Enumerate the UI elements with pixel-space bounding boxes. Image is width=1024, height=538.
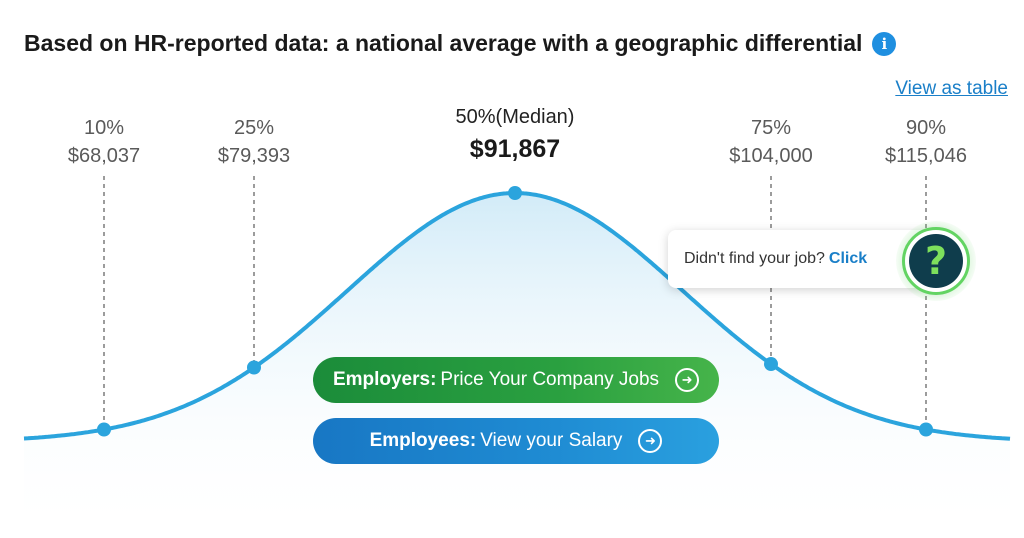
percentile-label: 50%(Median) $91,867 <box>456 103 575 167</box>
arrow-right-circle-icon: ➜ <box>638 429 663 453</box>
percentile-marker[interactable] <box>764 357 778 372</box>
percentile-marker[interactable] <box>247 360 261 375</box>
percentile-marker[interactable] <box>508 186 522 200</box>
percentile-marker[interactable] <box>97 422 111 437</box>
percentile-label: 10% $68,037 <box>68 114 140 170</box>
percentile-name: 25% <box>233 117 275 139</box>
question-icon: ? <box>909 234 963 288</box>
percentile-value: $91,867 <box>469 135 561 163</box>
click-link[interactable]: Click <box>828 250 868 267</box>
job-not-found-bubble[interactable]: Didn't find your job? Click <box>668 230 948 288</box>
chart-title-text: Based on HR-reported data: a national av… <box>24 30 863 56</box>
percentile-value: $68,037 <box>67 145 141 167</box>
arrow-right-circle-icon: ➜ <box>675 368 700 392</box>
employers-price-jobs-button[interactable]: Employers: Price Your Company Jobs ➜ <box>313 357 719 403</box>
percentile-marker[interactable] <box>919 422 933 437</box>
info-icon[interactable]: i <box>872 31 897 56</box>
job-not-found-text: Didn't find your job? <box>684 250 825 267</box>
percentile-name: 10% <box>83 117 125 139</box>
employers-label: Employers: <box>332 369 437 390</box>
percentile-name: 90% <box>905 117 947 139</box>
employees-text: View your Salary <box>480 430 623 451</box>
percentile-name: 75% <box>750 117 792 139</box>
percentile-label: 90% $115,046 <box>885 114 967 170</box>
percentile-value: $79,393 <box>217 145 291 167</box>
help-ring: ? <box>902 227 970 295</box>
percentile-label: 75% $104,000 <box>729 114 812 170</box>
employers-text: Price Your Company Jobs <box>440 369 660 390</box>
employees-label: Employees: <box>369 430 477 451</box>
chart-title: Based on HR-reported data: a national av… <box>24 30 897 57</box>
employees-view-salary-button[interactable]: Employees: View your Salary ➜ <box>313 418 719 464</box>
percentile-value: $115,046 <box>885 145 967 167</box>
percentile-value: $104,000 <box>729 145 813 167</box>
percentile-name: 50%(Median) <box>455 106 575 128</box>
percentile-label: 25% $79,393 <box>218 114 290 170</box>
view-as-table-link[interactable]: View as table <box>895 78 1008 99</box>
help-button[interactable]: ? <box>896 221 976 301</box>
